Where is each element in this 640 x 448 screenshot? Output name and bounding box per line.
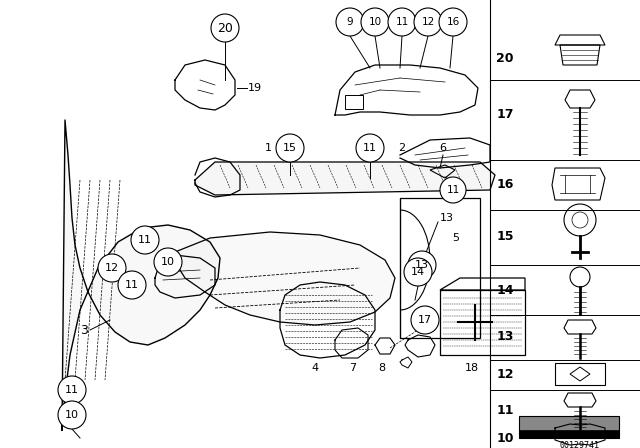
Text: 12: 12 (421, 17, 435, 27)
Text: 6: 6 (440, 143, 447, 153)
Text: 15: 15 (283, 143, 297, 153)
Polygon shape (62, 120, 220, 430)
Text: 14: 14 (496, 284, 514, 297)
Text: 11: 11 (496, 404, 514, 417)
Text: 10: 10 (65, 410, 79, 420)
Text: 8: 8 (378, 363, 385, 373)
Circle shape (356, 134, 384, 162)
Text: 13: 13 (415, 260, 429, 270)
Polygon shape (195, 162, 495, 195)
Circle shape (411, 306, 439, 334)
Text: 12: 12 (496, 369, 514, 382)
Text: 20: 20 (496, 52, 514, 65)
Text: 7: 7 (349, 363, 356, 373)
Bar (400, 198, 480, 338)
Circle shape (276, 134, 304, 162)
Circle shape (388, 8, 416, 36)
Circle shape (118, 271, 146, 299)
Circle shape (58, 376, 86, 404)
Bar (519, 430, 619, 438)
Text: 11: 11 (396, 17, 408, 27)
Circle shape (404, 258, 432, 286)
Text: 11: 11 (446, 185, 460, 195)
Circle shape (439, 8, 467, 36)
Text: 10: 10 (161, 257, 175, 267)
Bar (555, 363, 605, 385)
Text: 17: 17 (496, 108, 514, 121)
Text: 14: 14 (411, 267, 425, 277)
Circle shape (414, 8, 442, 36)
Circle shape (58, 401, 86, 429)
Text: 16: 16 (496, 178, 514, 191)
Text: 9: 9 (347, 17, 353, 27)
Circle shape (154, 248, 182, 276)
Circle shape (336, 8, 364, 36)
Polygon shape (175, 232, 395, 325)
Text: 11: 11 (138, 235, 152, 245)
Bar (345, 95, 363, 109)
Circle shape (98, 254, 126, 282)
Text: 18: 18 (465, 363, 479, 373)
Text: 12: 12 (105, 263, 119, 273)
Text: 11: 11 (125, 280, 139, 290)
Circle shape (211, 14, 239, 42)
Text: 11: 11 (363, 143, 377, 153)
Text: 10: 10 (369, 17, 381, 27)
Text: 4: 4 (312, 363, 319, 373)
Text: 10: 10 (496, 431, 514, 444)
Text: 13: 13 (496, 331, 514, 344)
Text: 13: 13 (440, 213, 454, 223)
Circle shape (408, 251, 436, 279)
Text: 16: 16 (446, 17, 460, 27)
Circle shape (361, 8, 389, 36)
Bar (519, 416, 619, 438)
Text: 19: 19 (248, 83, 262, 93)
Circle shape (440, 177, 466, 203)
Text: 17: 17 (418, 315, 432, 325)
Circle shape (131, 226, 159, 254)
Text: 2: 2 (398, 143, 405, 153)
Text: 3: 3 (80, 323, 88, 336)
Text: 15: 15 (496, 231, 514, 244)
Text: 1: 1 (264, 143, 271, 153)
Text: 11: 11 (65, 385, 79, 395)
Text: 5: 5 (452, 233, 460, 243)
Text: 20: 20 (217, 22, 233, 34)
Text: 00129741: 00129741 (560, 441, 600, 448)
Bar (440, 290, 525, 355)
